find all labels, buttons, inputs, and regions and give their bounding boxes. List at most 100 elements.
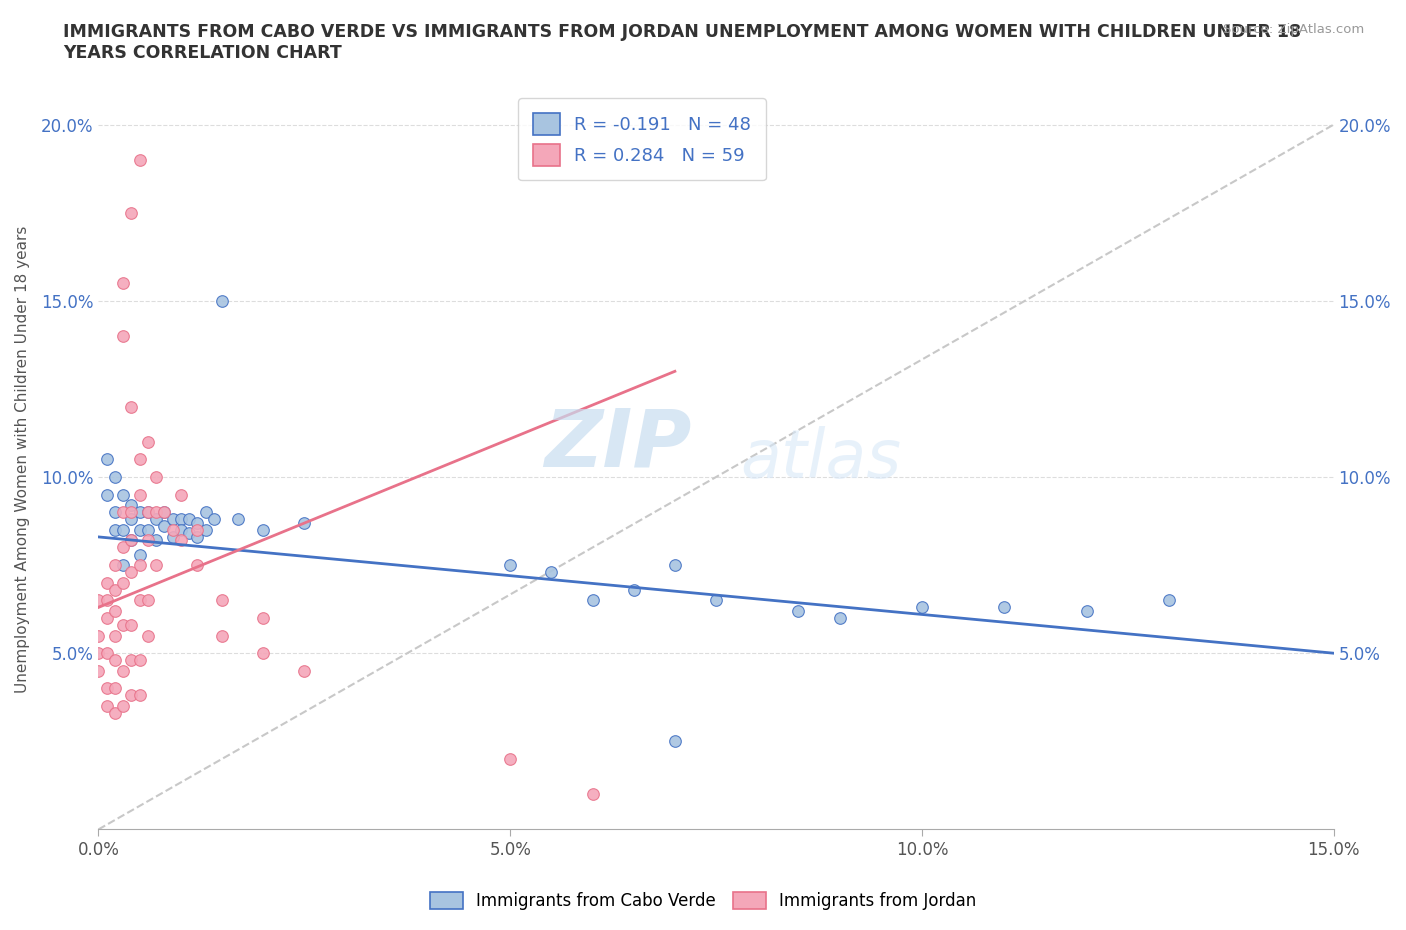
Point	[112, 540, 135, 555]
Point	[87, 628, 110, 643]
Point	[136, 628, 159, 643]
Point	[96, 645, 118, 660]
Point	[186, 529, 208, 544]
Point	[96, 698, 118, 713]
Point	[153, 519, 176, 534]
Y-axis label: Unemployment Among Women with Children Under 18 years: Unemployment Among Women with Children U…	[15, 226, 30, 693]
Legend: Immigrants from Cabo Verde, Immigrants from Jordan: Immigrants from Cabo Verde, Immigrants f…	[423, 885, 983, 917]
Point	[252, 645, 274, 660]
Point	[128, 505, 150, 520]
Point	[162, 512, 184, 526]
Point	[202, 512, 225, 526]
Point	[145, 470, 167, 485]
Point	[128, 653, 150, 668]
Point	[136, 593, 159, 608]
Point	[120, 688, 142, 703]
Point	[177, 526, 200, 541]
Point	[120, 206, 142, 220]
Point	[136, 533, 159, 548]
Point	[162, 529, 184, 544]
Point	[112, 276, 135, 291]
Point	[104, 653, 127, 668]
Point	[153, 505, 176, 520]
Point	[104, 706, 127, 721]
Point	[128, 547, 150, 562]
Point	[128, 523, 150, 538]
Point	[623, 582, 645, 597]
Point	[252, 523, 274, 538]
Text: Source: ZipAtlas.com: Source: ZipAtlas.com	[1223, 23, 1364, 36]
Point	[112, 523, 135, 538]
Point	[136, 505, 159, 520]
Point	[87, 593, 110, 608]
Point	[170, 523, 193, 538]
Point	[112, 558, 135, 573]
Point	[664, 734, 686, 749]
Point	[704, 593, 727, 608]
Point	[120, 653, 142, 668]
Point	[87, 645, 110, 660]
Point	[128, 558, 150, 573]
Point	[153, 505, 176, 520]
Point	[112, 576, 135, 591]
Point	[112, 618, 135, 632]
Point	[104, 470, 127, 485]
Point	[787, 604, 810, 618]
Point	[112, 487, 135, 502]
Point	[120, 618, 142, 632]
Point	[112, 505, 135, 520]
Point	[104, 628, 127, 643]
Point	[128, 593, 150, 608]
Point	[96, 610, 118, 625]
Text: atlas: atlas	[741, 426, 901, 492]
Point	[911, 600, 934, 615]
Point	[128, 452, 150, 467]
Point	[145, 558, 167, 573]
Point	[828, 610, 851, 625]
Point	[96, 593, 118, 608]
Point	[128, 153, 150, 167]
Point	[104, 681, 127, 696]
Point	[499, 558, 522, 573]
Point	[993, 600, 1015, 615]
Point	[186, 523, 208, 538]
Point	[120, 498, 142, 512]
Point	[228, 512, 250, 526]
Point	[170, 533, 193, 548]
Point	[120, 533, 142, 548]
Point	[136, 505, 159, 520]
Point	[211, 593, 233, 608]
Point	[128, 487, 150, 502]
Text: IMMIGRANTS FROM CABO VERDE VS IMMIGRANTS FROM JORDAN UNEMPLOYMENT AMONG WOMEN WI: IMMIGRANTS FROM CABO VERDE VS IMMIGRANTS…	[63, 23, 1302, 62]
Point	[1157, 593, 1180, 608]
Point	[128, 688, 150, 703]
Point	[170, 487, 193, 502]
Text: ZIP: ZIP	[544, 405, 692, 484]
Point	[136, 523, 159, 538]
Point	[194, 523, 217, 538]
Point	[96, 452, 118, 467]
Point	[145, 533, 167, 548]
Point	[145, 505, 167, 520]
Point	[104, 582, 127, 597]
Legend: R = -0.191   N = 48, R = 0.284   N = 59: R = -0.191 N = 48, R = 0.284 N = 59	[519, 99, 766, 180]
Point	[664, 558, 686, 573]
Point	[96, 681, 118, 696]
Point	[87, 663, 110, 678]
Point	[581, 787, 603, 802]
Point	[170, 512, 193, 526]
Point	[1076, 604, 1098, 618]
Point	[186, 558, 208, 573]
Point	[145, 512, 167, 526]
Point	[112, 698, 135, 713]
Point	[120, 505, 142, 520]
Point	[186, 515, 208, 530]
Point	[104, 604, 127, 618]
Point	[252, 610, 274, 625]
Point	[162, 523, 184, 538]
Point	[120, 565, 142, 579]
Point	[96, 487, 118, 502]
Point	[499, 751, 522, 766]
Point	[120, 399, 142, 414]
Point	[211, 628, 233, 643]
